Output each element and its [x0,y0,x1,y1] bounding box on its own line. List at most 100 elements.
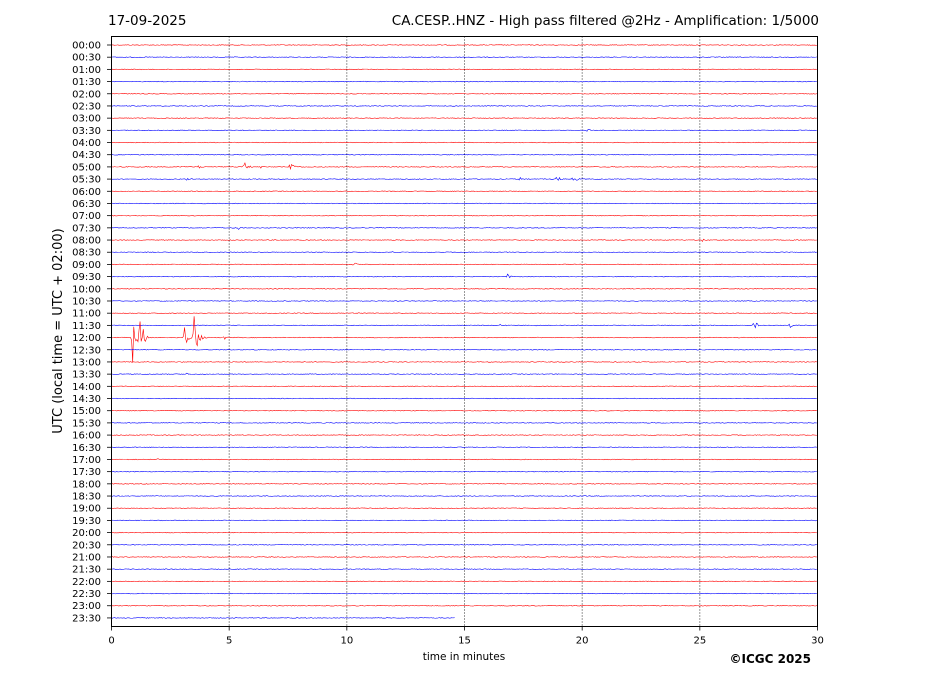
row-label: 09:30 [72,272,101,283]
trace-row [111,312,817,314]
row-label: 18:30 [72,492,101,503]
trace-row [111,251,817,253]
x-tick-label: 30 [811,636,824,647]
x-tick-label: 10 [340,636,353,647]
trace-row [111,385,817,387]
trace-row [111,397,817,400]
trace-row [111,129,817,132]
trace-row [111,556,817,558]
row-label: 09:00 [72,260,101,271]
row-label: 06:30 [72,199,101,210]
row-label: 18:00 [72,479,101,490]
row-label: 04:30 [72,150,101,161]
row-label: 13:00 [72,357,101,368]
trace-row [111,56,817,58]
row-label: 04:00 [72,138,101,149]
trace-row [111,422,817,424]
row-label: 17:00 [72,455,101,466]
row-label: 10:00 [72,284,101,295]
trace-row [111,300,817,302]
row-label: 16:00 [72,431,101,442]
trace-row [111,470,817,473]
copyright-label: ©ICGC 2025 [729,652,811,666]
row-label: 15:00 [72,406,101,417]
x-tick-label: 25 [693,636,706,647]
chart-date: 17-09-2025 [108,13,186,29]
x-tick-label: 15 [458,636,471,647]
trace-row [111,202,817,205]
trace-row [111,226,817,230]
row-label: 02:00 [72,89,101,100]
trace-row [111,154,817,156]
row-label: 11:00 [72,309,101,320]
row-label: 21:30 [72,565,101,576]
vertical-gridlines [228,36,701,627]
trace-row [111,176,817,181]
trace-row [111,117,817,119]
row-label: 07:00 [72,211,101,222]
row-label: 17:30 [72,467,101,478]
row-label: 15:30 [72,418,101,429]
trace-row [111,507,817,509]
row-label: 20:30 [72,540,101,551]
trace-row [111,68,817,71]
trace-row [111,592,817,595]
trace-row [111,605,817,607]
trace-row [111,214,817,217]
x-tick-label: 5 [226,636,232,647]
trace-row [111,162,817,171]
trace-row [111,105,817,107]
row-label: 08:30 [72,248,101,259]
trace-row [111,458,817,461]
chart-title: CA.CESP..HNZ - High pass filtered @2Hz -… [392,13,819,29]
row-label: 01:00 [72,65,101,76]
trace-row [111,446,817,448]
trace-row [111,141,817,144]
trace-row [111,580,817,583]
trace-row [111,568,817,570]
row-label: 16:30 [72,443,101,454]
x-axis-ticks: 0 5 10 15 20 25 30 [108,626,824,647]
row-label: 12:00 [72,333,101,344]
trace-row [111,93,817,95]
row-label: 20:00 [72,528,101,539]
trace-row [111,519,817,522]
plot-frame [111,36,818,627]
trace-row [111,190,817,192]
trace-row [111,434,817,436]
trace-row [111,238,817,243]
row-label: 22:00 [72,577,101,588]
row-label: 03:00 [72,114,101,125]
trace-row [111,316,817,363]
row-label: 13:30 [72,370,101,381]
row-label: 14:00 [72,382,101,393]
row-label: 01:30 [72,77,101,88]
trace-row [111,44,817,46]
row-label: 14:30 [72,394,101,405]
trace-row [111,531,817,534]
row-label: 22:30 [72,589,101,600]
row-label: 05:30 [72,175,101,186]
seismic-traces [111,44,817,619]
trace-row [111,288,817,290]
row-label: 05:00 [72,162,101,173]
trace-row [111,372,817,375]
row-label: 12:30 [72,345,101,356]
row-label: 19:30 [72,516,101,527]
trace-row [111,617,455,619]
trace-row [111,273,817,279]
row-label: 23:30 [72,613,101,624]
trace-row [111,410,817,412]
trace-row [111,80,817,83]
trace-row [111,495,817,497]
row-label: 07:30 [72,223,101,234]
row-label: 23:00 [72,601,101,612]
trace-row [111,349,817,351]
row-label: 08:00 [72,236,101,247]
trace-row [111,262,817,266]
trace-row [111,361,817,363]
x-tick-label: 20 [576,636,589,647]
trace-row [111,322,817,329]
